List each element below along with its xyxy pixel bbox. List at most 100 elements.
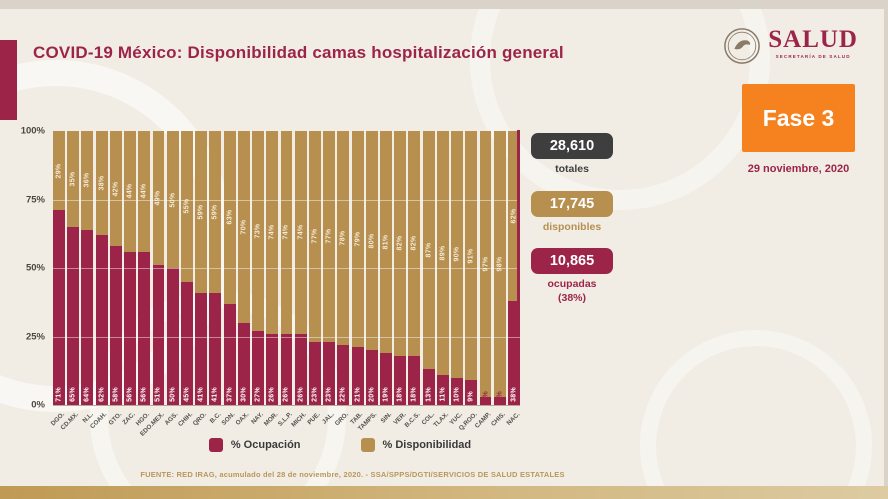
ocupacion-value-label: 41% xyxy=(211,387,219,402)
salud-subtitle: SECRETARÍA DE SALUD xyxy=(775,54,851,59)
x-axis-label: CHIH. xyxy=(176,411,194,429)
ocupacion-value-label: 18% xyxy=(410,387,418,402)
stats-divider-line xyxy=(517,130,520,305)
disponibilidad-value-label: 77% xyxy=(325,229,333,244)
disponibilidad-segment xyxy=(479,131,492,397)
bar-mich: 74% 26% MICH. xyxy=(290,131,308,429)
x-axis-label: MOR. xyxy=(262,411,280,428)
bar-cd-mx: 35% 65% CD.MX. xyxy=(60,131,80,432)
ocupacion-value-label: 41% xyxy=(197,387,205,402)
disponibilidad-value-label: 36% xyxy=(83,172,91,188)
ocupacion-value-label: 62% xyxy=(98,387,106,402)
ocupacion-value-label: 50% xyxy=(169,387,177,402)
ocupacion-value-label: 3% xyxy=(496,391,504,402)
ocupacion-value-label: 26% xyxy=(282,387,290,402)
ocupacion-value-label: 20% xyxy=(368,387,376,402)
ocupacion-value-label: 26% xyxy=(268,387,276,402)
x-axis-label: QRO. xyxy=(191,411,209,428)
bar-ver: 82% 18% VER. xyxy=(392,131,407,426)
bar-qro: 59% 41% QRO. xyxy=(192,131,208,427)
disponibilidad-segment xyxy=(422,131,435,370)
disponibilidad-segment xyxy=(81,131,94,230)
ocupacion-segment xyxy=(436,374,449,405)
ocupacion-value-label: 58% xyxy=(112,387,120,402)
disponibilidad-segment xyxy=(394,131,407,356)
disponibilidad-segment xyxy=(109,131,122,247)
bar-q-roo: 91% 9% Q.ROO. xyxy=(457,131,478,432)
ocupacion-value-label: 10% xyxy=(453,387,461,402)
x-axis-label: GTO. xyxy=(107,411,123,427)
ocupacion-value-label: 11% xyxy=(439,387,447,402)
x-axis-label: PUE. xyxy=(306,411,322,427)
date-label: 29 noviembre, 2020 xyxy=(747,163,850,175)
disponibilidad-value-label: 90% xyxy=(453,246,461,262)
disponibilidad-value-label: 42% xyxy=(112,181,120,196)
x-axis-label: SIN. xyxy=(379,411,393,425)
bar-tab: 79% 21% TAB. xyxy=(349,131,365,426)
disponibilidad-value-label: 44% xyxy=(126,183,134,199)
disponibilidad-value-label: 70% xyxy=(240,219,248,235)
total-beds-label: totales xyxy=(555,163,589,175)
stacked-bar-chart: 29% 71% DGO. 35% 65% CD.MX. 36% 64% N.L. 38% 62% CO… xyxy=(21,126,521,438)
disponibilidad-value-label: 74% xyxy=(282,224,290,240)
disponibilidad-value-label: 87% xyxy=(425,242,433,258)
x-axis-label: B.C. xyxy=(208,411,223,425)
legend-item-disponibilidad: % Disponibilidad xyxy=(360,438,471,452)
disponibilidad-value-label: 59% xyxy=(197,204,205,220)
bar-chis: 98% 3% CHIS. xyxy=(490,131,507,428)
disponibilidad-value-label: 89% xyxy=(439,245,447,261)
page-title: COVID-19 México: Disponibilidad camas ho… xyxy=(33,43,564,62)
x-axis-label: CHIS. xyxy=(489,411,507,428)
disponibilidad-segment xyxy=(209,131,222,293)
ocupacion-value-label: 45% xyxy=(183,387,191,402)
ocupacion-segment xyxy=(252,331,264,405)
bottom-gold-strip xyxy=(0,486,888,499)
ocupacion-value-label: 23% xyxy=(311,387,319,402)
available-beds-box: 17,745 xyxy=(531,190,613,217)
ocupacion-value-label: 21% xyxy=(354,387,362,402)
x-axis-label: ZAC. xyxy=(121,411,138,427)
ocupacion-segment xyxy=(138,251,151,405)
disponibilidad-value-label: 73% xyxy=(254,223,262,239)
disponibilidad-value-label: 80% xyxy=(368,233,376,249)
bar-s-l-p: 74% 26% S.L.P. xyxy=(277,131,293,428)
ocupacion-segment xyxy=(81,229,94,405)
bar-n-l: 36% 64% N.L. xyxy=(81,131,94,424)
bar-chih: 55% 45% CHIH. xyxy=(177,131,194,428)
ocupacion-value-label: 64% xyxy=(83,387,91,402)
ocupacion-segment xyxy=(465,380,478,405)
ocupacion-segment xyxy=(223,303,236,405)
disponibilidad-value-label: 55% xyxy=(183,198,191,214)
bar-yuc: 90% 10% YUC. xyxy=(448,131,464,427)
salud-logo: SALUD SECRETARÍA DE SALUD xyxy=(723,27,858,70)
disponibilidad-segment xyxy=(166,131,179,268)
disponibilidad-segment xyxy=(508,131,520,301)
disponibilidad-value-label: 38% xyxy=(98,175,106,191)
disponibilidad-value-label: 91% xyxy=(467,248,475,264)
ocupacion-segment xyxy=(166,268,179,405)
ocupacion-segment xyxy=(124,251,137,405)
right-edge-strip xyxy=(884,0,888,499)
disponibilidad-value-label: 81% xyxy=(382,234,390,250)
legend: % Ocupación % Disponibilidad xyxy=(80,438,600,452)
disponibilidad-value-label: 29% xyxy=(55,163,63,179)
x-axis-label: OAX. xyxy=(234,411,251,427)
disponibilidad-segment xyxy=(337,131,350,345)
disponibilidad-value-label: 82% xyxy=(396,235,404,251)
occupied-percent: (38%) xyxy=(557,291,586,304)
y-axis-tick: 0% xyxy=(31,399,45,411)
ocupacion-segment xyxy=(180,281,193,405)
ocupacion-segment xyxy=(365,350,378,405)
disponibilidad-value-label: 74% xyxy=(268,224,276,240)
ocupacion-value-label: 56% xyxy=(126,387,134,402)
ocupacion-value-label: 30% xyxy=(240,387,248,402)
disponibilidad-value-label: 63% xyxy=(226,209,234,225)
bar-zac: 44% 56% ZAC. xyxy=(122,131,137,426)
bar-ags: 50% 50% AGS. xyxy=(164,131,180,427)
disponibilidad-segment xyxy=(195,131,208,293)
disponibilidad-segment xyxy=(138,131,151,252)
ocupacion-segment xyxy=(451,377,464,405)
disponibilidad-segment xyxy=(124,131,137,252)
ocupacion-value-label: 26% xyxy=(297,387,305,402)
